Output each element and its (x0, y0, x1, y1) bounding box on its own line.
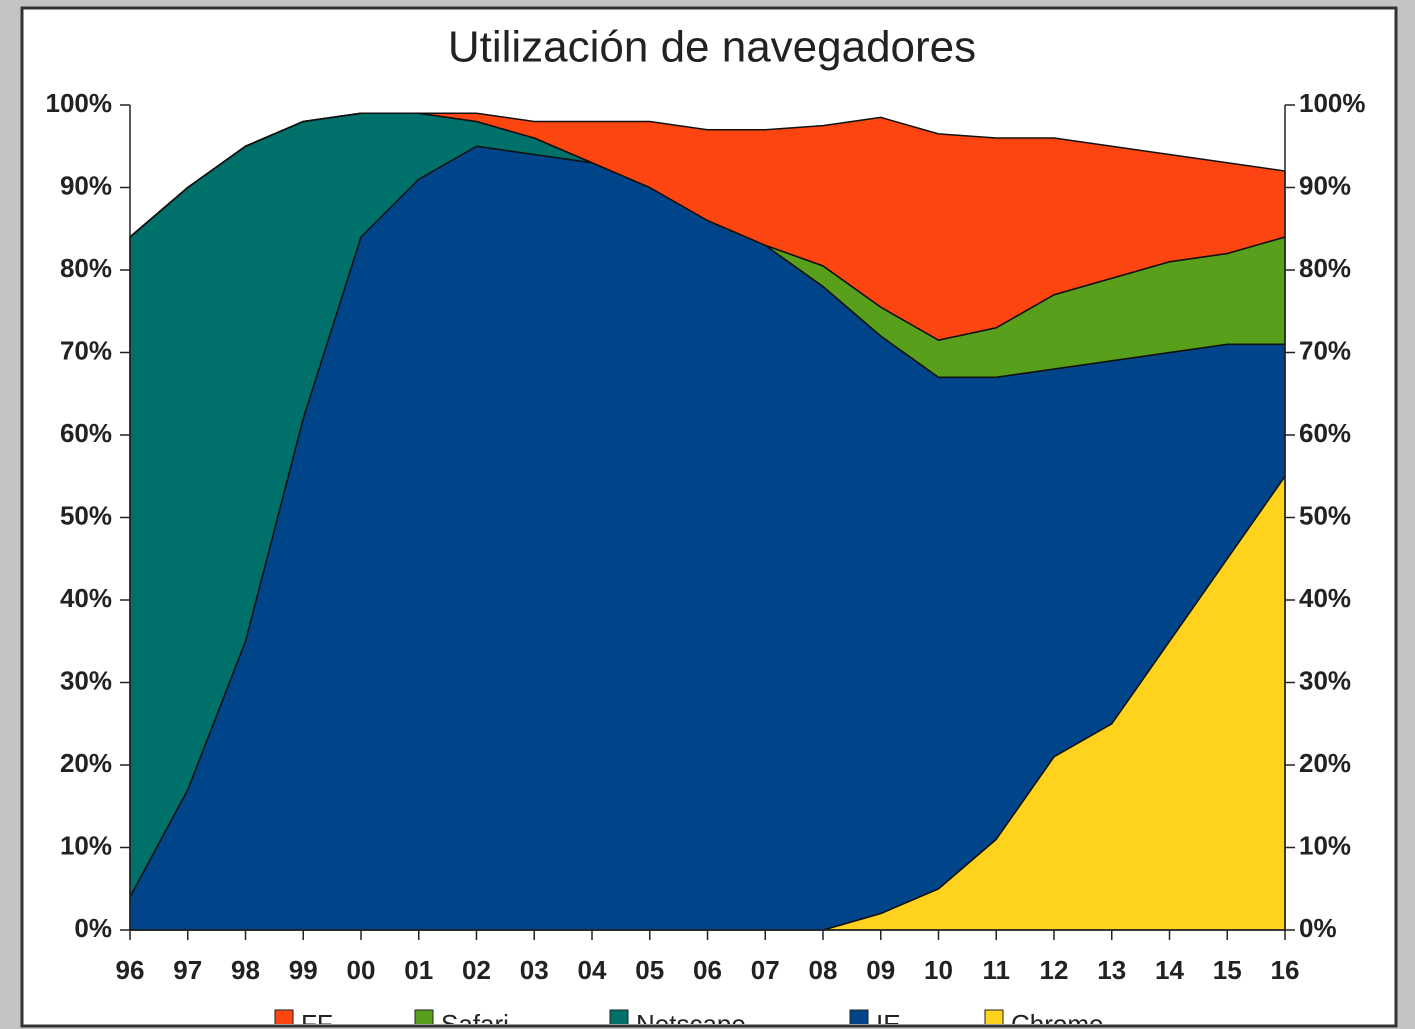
y2-tick-label: 40% (1299, 583, 1351, 613)
y2-tick-label: 100% (1299, 88, 1366, 118)
y2-tick-label: 90% (1299, 170, 1351, 200)
y-tick-label: 90% (60, 170, 112, 200)
x-tick-label: 02 (462, 955, 491, 985)
legend-swatch (609, 1009, 629, 1024)
legend-label: FF (301, 1009, 333, 1029)
x-tick-label: 06 (693, 955, 722, 985)
y-tick-label: 60% (60, 418, 112, 448)
x-tick-label: 98 (231, 955, 260, 985)
legend-label: Chrome (1011, 1009, 1103, 1029)
y-tick-label: 30% (60, 665, 112, 695)
y2-tick-label: 30% (1299, 665, 1351, 695)
x-tick-label: 01 (404, 955, 433, 985)
y2-tick-label: 50% (1299, 500, 1351, 530)
x-tick-label: 03 (520, 955, 549, 985)
x-tick-label: 96 (116, 955, 145, 985)
legend-swatch (849, 1009, 869, 1024)
x-tick-label: 11 (983, 955, 1011, 985)
y-tick-label: 70% (60, 335, 112, 365)
y2-tick-label: 10% (1299, 830, 1351, 860)
y-tick-label: 20% (60, 748, 112, 778)
x-tick-label: 04 (578, 955, 607, 985)
x-tick-label: 09 (866, 955, 895, 985)
legend-label: IE (876, 1009, 901, 1029)
y2-tick-label: 20% (1299, 748, 1351, 778)
x-tick-label: 15 (1213, 955, 1242, 985)
y2-tick-label: 70% (1299, 335, 1351, 365)
x-tick-label: 97 (173, 955, 202, 985)
plot: Utilización de navegadores 0% 0% 10% 10% 20%… (46, 23, 1366, 1029)
x-tick-label: 10 (924, 955, 953, 985)
y-tick-label: 50% (60, 500, 112, 530)
y2-tick-label: 80% (1299, 253, 1351, 283)
x-tick-label: 07 (751, 955, 780, 985)
x-tick-label: 14 (1155, 955, 1184, 985)
y2-tick-label: 0% (1299, 913, 1337, 943)
x-tick-label: 12 (1040, 955, 1069, 985)
legend-swatch (984, 1009, 1004, 1024)
y-tick-label: 80% (60, 253, 112, 283)
legend-swatch (274, 1009, 294, 1024)
x-tick-label: 99 (289, 955, 318, 985)
x-tick-label: 00 (347, 955, 376, 985)
y-tick-label: 10% (60, 830, 112, 860)
x-tick-label: 16 (1271, 955, 1300, 985)
legend-swatch (414, 1009, 434, 1024)
x-tick-label: 08 (809, 955, 838, 985)
y-tick-label: 0% (74, 913, 112, 943)
y-tick-label: 100% (46, 88, 113, 118)
x-tick-label: 05 (635, 955, 664, 985)
y-tick-label: 40% (60, 583, 112, 613)
legend-label: Safari (441, 1009, 509, 1029)
chart-title: Utilización de navegadores (448, 23, 976, 72)
x-tick-label: 13 (1097, 955, 1126, 985)
legend-label: Netscape (636, 1009, 746, 1029)
y2-tick-label: 60% (1299, 418, 1351, 448)
